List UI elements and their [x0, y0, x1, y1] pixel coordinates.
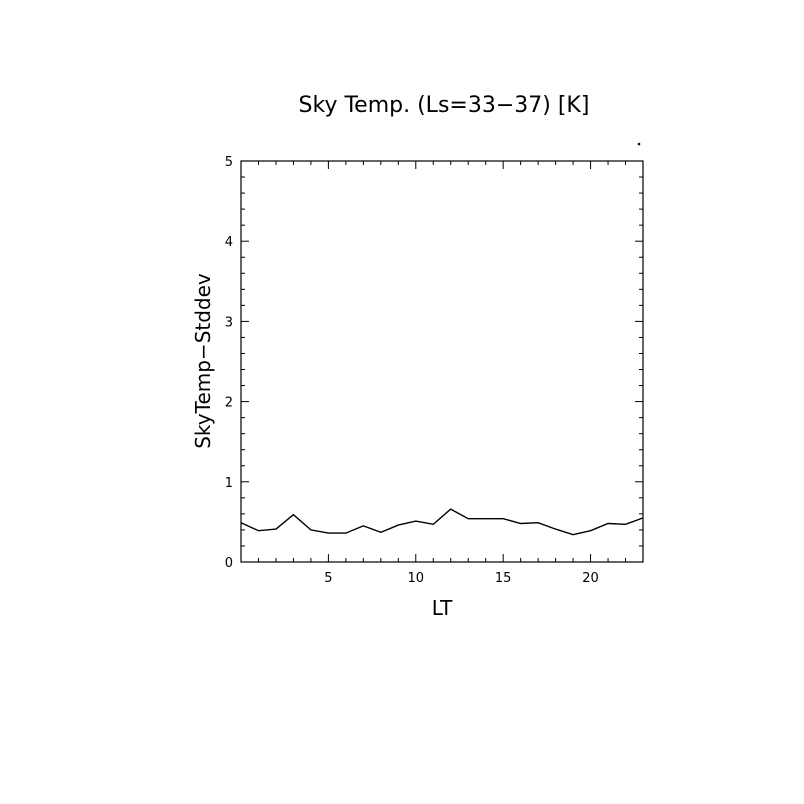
- series-line: [240, 508, 644, 536]
- plot-frame: [240, 160, 644, 563]
- y-tick-label: 5: [225, 155, 233, 170]
- x-tick-label: 10: [408, 571, 425, 586]
- y-tick-label: 1: [225, 476, 233, 491]
- axis-ticks: [240, 160, 644, 563]
- x-axis-label: LT: [432, 596, 453, 620]
- tick-labels: 5 10 15 20 0 1 2 3 4 5: [225, 155, 599, 586]
- y-tick-label: 2: [225, 396, 233, 411]
- y-tick-label: 4: [225, 235, 233, 250]
- y-axis-label: SkyTemp−Stddev: [191, 273, 215, 449]
- x-tick-label: 5: [324, 571, 332, 586]
- x-tick-label: 15: [495, 571, 512, 586]
- y-tick-label: 3: [225, 315, 233, 330]
- chart-title: Sky Temp. (Ls=33−37) [K]: [299, 93, 590, 118]
- x-tick-label: 20: [582, 571, 599, 586]
- y-tick-label: 0: [225, 556, 233, 571]
- corner-dot: [637, 142, 641, 146]
